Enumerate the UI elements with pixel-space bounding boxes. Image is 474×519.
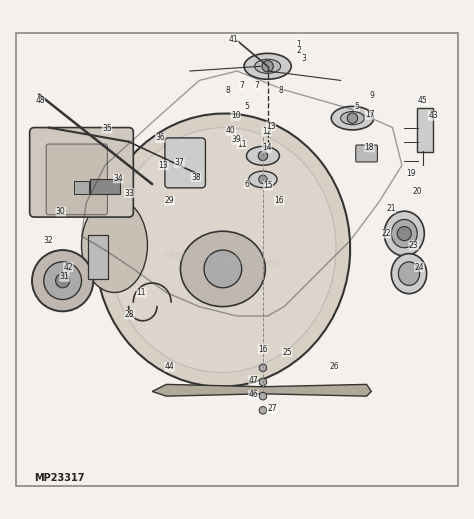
Text: 21: 21 <box>386 204 396 213</box>
FancyBboxPatch shape <box>356 145 377 162</box>
Circle shape <box>258 151 268 160</box>
Text: 11: 11 <box>137 288 146 297</box>
Circle shape <box>397 226 411 241</box>
Circle shape <box>259 392 267 400</box>
Text: 13: 13 <box>266 121 276 131</box>
Text: 25: 25 <box>282 348 292 357</box>
Circle shape <box>44 262 82 299</box>
Ellipse shape <box>398 262 419 285</box>
Text: 47: 47 <box>249 376 258 385</box>
Text: 14: 14 <box>262 143 272 152</box>
Text: 16: 16 <box>274 196 284 205</box>
Ellipse shape <box>244 53 291 79</box>
Polygon shape <box>152 385 371 396</box>
Text: 1: 1 <box>296 39 301 49</box>
FancyBboxPatch shape <box>418 108 434 152</box>
Circle shape <box>259 175 267 184</box>
Ellipse shape <box>249 171 277 188</box>
Circle shape <box>259 378 267 386</box>
Text: 8: 8 <box>225 86 230 95</box>
Ellipse shape <box>341 112 364 125</box>
Text: 38: 38 <box>191 172 201 182</box>
Circle shape <box>55 274 70 288</box>
Text: 28: 28 <box>125 310 134 319</box>
Text: eReplacementParts.com: eReplacementParts.com <box>163 249 283 270</box>
FancyBboxPatch shape <box>46 144 108 215</box>
Text: 10: 10 <box>231 111 240 120</box>
Text: 27: 27 <box>267 404 277 413</box>
Text: 17: 17 <box>365 111 375 119</box>
Text: 44: 44 <box>165 362 174 372</box>
Ellipse shape <box>392 220 417 248</box>
Ellipse shape <box>82 198 147 293</box>
Text: 42: 42 <box>64 263 73 271</box>
FancyBboxPatch shape <box>30 128 133 217</box>
Circle shape <box>347 113 357 124</box>
Text: 18: 18 <box>365 143 374 152</box>
Text: 19: 19 <box>407 169 416 178</box>
Text: 37: 37 <box>174 158 184 168</box>
Circle shape <box>262 61 273 72</box>
Text: 34: 34 <box>113 174 123 183</box>
Text: 48: 48 <box>35 95 45 105</box>
Text: 36: 36 <box>155 133 165 142</box>
Text: MP23317: MP23317 <box>35 473 85 483</box>
Text: 26: 26 <box>329 362 339 372</box>
FancyBboxPatch shape <box>74 181 89 194</box>
FancyBboxPatch shape <box>91 179 119 194</box>
Text: 23: 23 <box>409 241 419 250</box>
Text: 33: 33 <box>124 188 134 198</box>
Circle shape <box>32 250 93 311</box>
Ellipse shape <box>96 114 350 387</box>
Circle shape <box>259 364 267 372</box>
Text: 22: 22 <box>382 229 391 238</box>
FancyBboxPatch shape <box>165 138 205 188</box>
Ellipse shape <box>392 254 427 294</box>
Text: 8: 8 <box>279 86 283 95</box>
Text: 7: 7 <box>239 80 244 90</box>
Text: 12: 12 <box>262 127 272 136</box>
Text: 35: 35 <box>102 124 112 133</box>
Text: 20: 20 <box>413 187 422 196</box>
Text: 40: 40 <box>226 126 236 135</box>
Text: 5: 5 <box>354 102 359 111</box>
Ellipse shape <box>384 211 424 256</box>
Text: 41: 41 <box>229 35 238 44</box>
Ellipse shape <box>331 106 374 130</box>
Text: 7: 7 <box>255 80 260 90</box>
Text: 3: 3 <box>301 54 306 63</box>
Text: 6: 6 <box>245 180 249 188</box>
Text: 15: 15 <box>263 181 273 190</box>
FancyBboxPatch shape <box>88 235 109 279</box>
Ellipse shape <box>109 128 336 373</box>
Text: 39: 39 <box>232 135 241 144</box>
Text: 9: 9 <box>369 91 374 101</box>
Text: 30: 30 <box>56 207 65 216</box>
Text: 32: 32 <box>44 236 53 245</box>
Text: 16: 16 <box>258 345 268 353</box>
Text: 43: 43 <box>428 111 438 120</box>
Text: 11: 11 <box>237 140 246 148</box>
Text: 24: 24 <box>415 263 424 271</box>
Ellipse shape <box>255 59 281 73</box>
Text: 45: 45 <box>417 96 427 105</box>
Text: 31: 31 <box>60 272 69 281</box>
Ellipse shape <box>246 146 279 165</box>
Ellipse shape <box>181 231 265 307</box>
Text: 13: 13 <box>159 161 168 170</box>
Text: 29: 29 <box>165 196 174 205</box>
Text: 2: 2 <box>296 46 301 55</box>
Text: 46: 46 <box>249 390 258 399</box>
Text: 5: 5 <box>245 102 249 111</box>
Circle shape <box>204 250 242 288</box>
Circle shape <box>259 406 267 414</box>
